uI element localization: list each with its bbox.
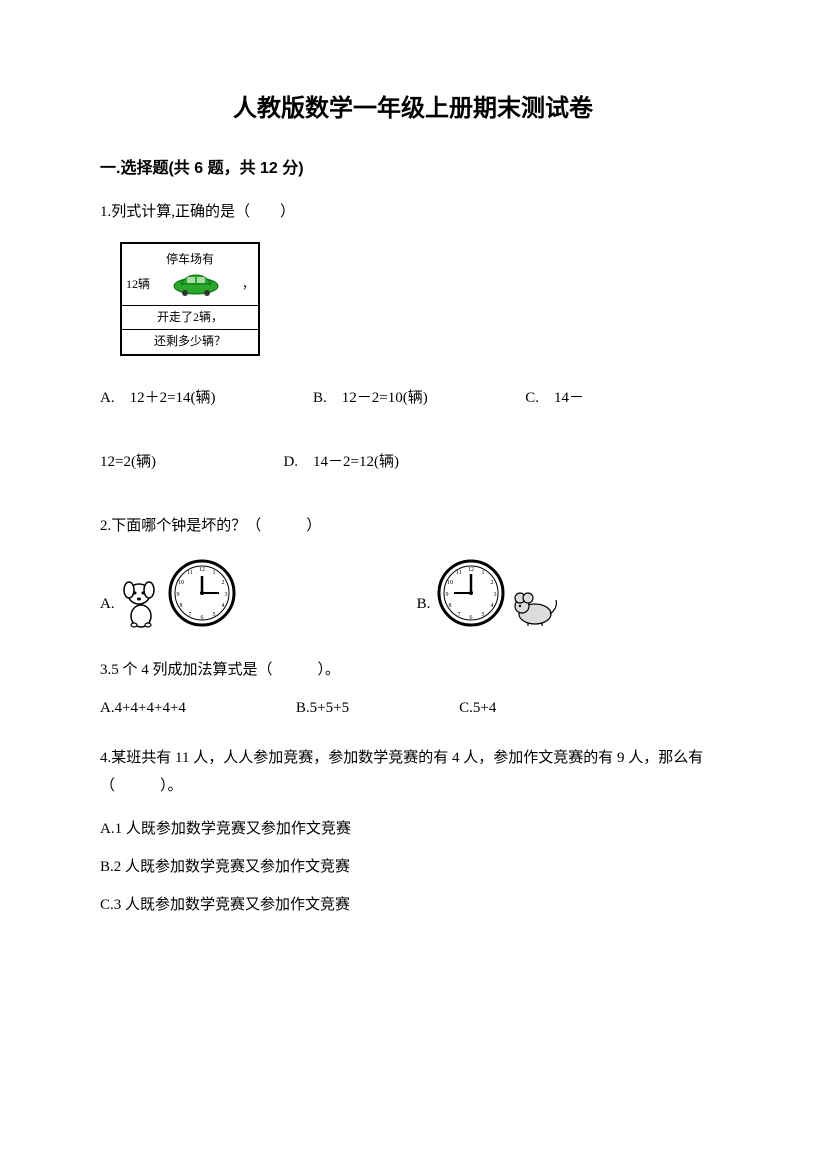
svg-text:10: 10 [178,580,184,586]
q1-optC2: 12=2(辆) [100,454,156,470]
q1-optC: C. 14－ [525,390,584,406]
q1-box-line1: 停车场有 [126,250,254,269]
q3-optA: A.4+4+4+4+4 [100,696,186,720]
q3-options: A.4+4+4+4+4 B.5+5+5 C.5+4 [100,696,726,720]
q4-optC: C.3 人既参加数学竞赛又参加作文竞赛 [100,893,726,917]
svg-text:8: 8 [449,603,452,609]
svg-text:6: 6 [470,615,473,621]
q2-labelB: B. [417,592,431,616]
mouse-icon [510,588,560,628]
q1-options-line1: A. 12＋2=14(辆) B. 12－2=10(辆) C. 14－ [100,386,726,410]
q2-clock-row: A. 1212 345 678 91011 [100,558,726,628]
q1-options-line2: 12=2(辆) D. 14－2=12(辆) [100,450,726,474]
q1-optB: B. 12－2=10(辆) [313,390,428,406]
svg-text:8: 8 [179,603,182,609]
q1-optD: D. 14－2=12(辆) [283,454,399,470]
svg-text:5: 5 [482,612,485,618]
q2-labelA: A. [100,592,115,616]
q1-infobox: 停车场有 12辆 ， 开走了2辆， 还剩多少辆？ [120,242,260,356]
q1-box-top: 停车场有 12辆 ， [122,244,258,306]
svg-text:2: 2 [491,580,494,586]
svg-text:10: 10 [447,580,453,586]
car-icon [171,271,221,297]
svg-text:1: 1 [212,570,215,576]
q1-text: 1.列式计算,正确的是（ ） [100,200,726,224]
svg-text:3: 3 [224,592,227,598]
svg-text:7: 7 [188,612,191,618]
q4-optA: A.1 人既参加数学竞赛又参加作文竞赛 [100,817,726,841]
q1-box-count: 12辆 [126,275,150,294]
svg-text:11: 11 [187,570,193,576]
svg-text:1: 1 [482,570,485,576]
q4-text: 4.某班共有 11 人，人人参加竞赛，参加数学竞赛的有 4 人，参加作文竞赛的有… [100,744,726,801]
question-1: 1.列式计算,正确的是（ ） 停车场有 12辆 ， 开走了2辆， 还剩多少辆？ … [100,200,726,474]
q1-box-line3: 还剩多少辆？ [122,330,258,353]
svg-text:4: 4 [221,603,224,609]
q3-optC: C.5+4 [459,696,496,720]
svg-text:11: 11 [456,570,462,576]
svg-text:7: 7 [458,612,461,618]
clock-b-icon: 1212 345 678 91011 [436,558,506,628]
q4-optB: B.2 人既参加数学竞赛又参加作文竞赛 [100,855,726,879]
svg-text:6: 6 [200,615,203,621]
question-3: 3.5 个 4 列成加法算式是（ ）。 A.4+4+4+4+4 B.5+5+5 … [100,658,726,720]
svg-text:9: 9 [446,592,449,598]
q2-optB: B. 1212 345 678 91011 [417,558,561,628]
svg-text:12: 12 [468,567,474,573]
section-header: 一.选择题(共 6 题，共 12 分) [100,156,726,182]
svg-text:4: 4 [491,603,494,609]
svg-text:3: 3 [494,592,497,598]
clock-a-icon: 1212 345 678 91011 [167,558,237,628]
q2-optA: A. 1212 345 678 91011 [100,558,237,628]
dog-icon [121,580,163,628]
question-2: 2.下面哪个钟是坏的？（ ） A. 1212 345 [100,514,726,628]
q3-optB: B.5+5+5 [296,696,349,720]
svg-text:12: 12 [199,567,205,573]
q3-text: 3.5 个 4 列成加法算式是（ ）。 [100,658,726,682]
svg-text:2: 2 [221,580,224,586]
q1-optA: A. 12＋2=14(辆) [100,390,216,406]
q1-box-line2: 开走了2辆， [122,306,258,330]
question-4: 4.某班共有 11 人，人人参加竞赛，参加数学竞赛的有 4 人，参加作文竞赛的有… [100,744,726,917]
comma: ， [242,275,254,294]
svg-text:9: 9 [176,592,179,598]
svg-text:5: 5 [212,612,215,618]
page-title: 人教版数学一年级上册期末测试卷 [100,90,726,128]
q2-text: 2.下面哪个钟是坏的？（ ） [100,514,726,538]
